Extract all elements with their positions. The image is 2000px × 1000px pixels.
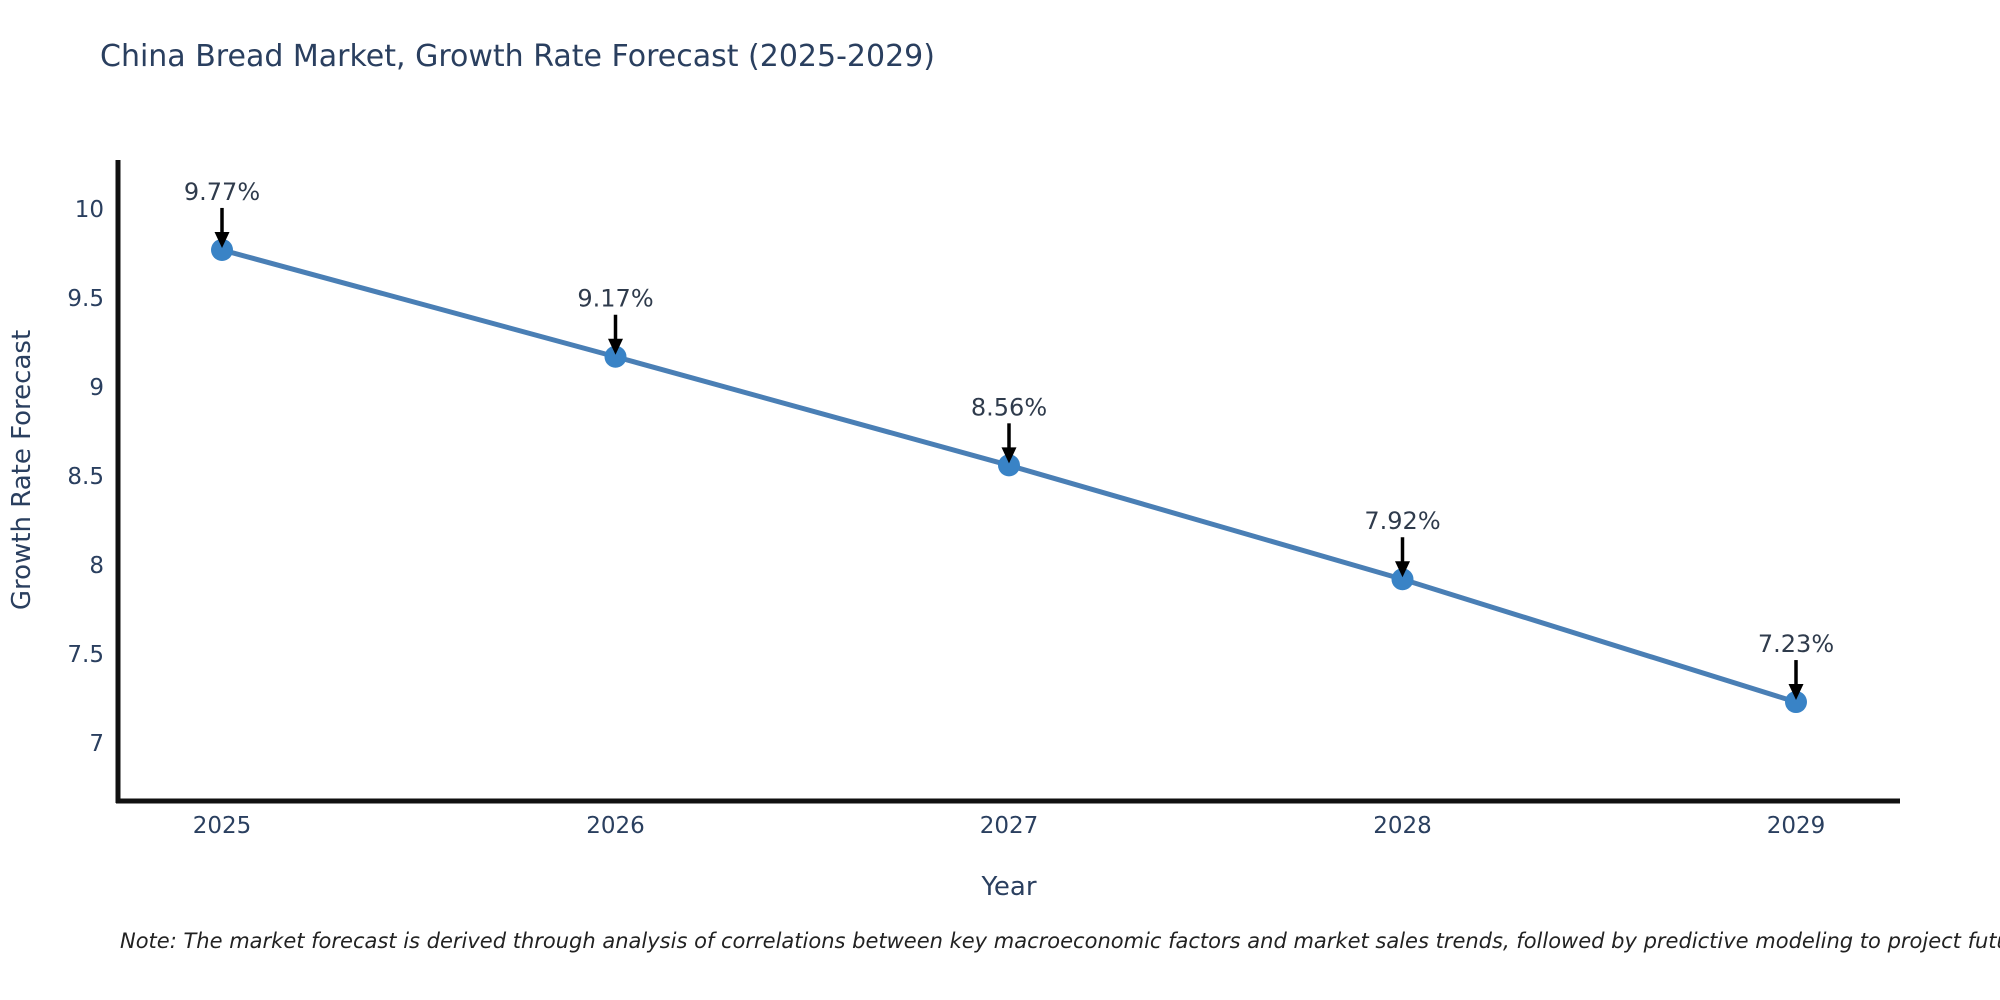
data-point-2029[interactable]	[1785, 691, 1807, 714]
data-point-2026[interactable]	[604, 345, 627, 368]
x-tick-label-2028: 2028	[1373, 813, 1432, 839]
x-tick-label-2027: 2027	[980, 813, 1039, 839]
y-tick-label: 8	[89, 553, 104, 579]
point-value-label-2028: 7.92%	[1364, 507, 1440, 535]
point-value-label-2027: 8.56%	[971, 393, 1047, 421]
x-tick-label-2025: 2025	[193, 813, 252, 839]
data-point-2028[interactable]	[1391, 568, 1414, 591]
data-point-2025[interactable]	[211, 238, 233, 261]
y-tick-label: 7	[89, 731, 104, 757]
y-tick-label: 9.5	[67, 286, 104, 312]
x-axis-title: Year	[980, 872, 1036, 902]
y-tick-label: 9	[89, 375, 104, 401]
annotation-arrow-head-icon	[1788, 684, 1804, 701]
y-tick-label: 7.5	[67, 642, 104, 668]
x-tick-label-2026: 2026	[586, 813, 645, 839]
annotation-arrow-head-icon	[608, 338, 623, 355]
y-tick-label: 8.5	[67, 464, 104, 490]
y-tick-label: 10	[75, 197, 104, 223]
point-value-label-2026: 9.17%	[577, 285, 653, 313]
x-tick-label-2029: 2029	[1767, 813, 1826, 839]
chart-footnote: Note: The market forecast is derived thr…	[120, 929, 2000, 953]
point-value-label-2029: 7.23%	[1758, 630, 1834, 658]
annotation-arrow-head-icon	[1395, 561, 1410, 578]
annotation-arrow-head-icon	[214, 231, 230, 248]
data-point-2027[interactable]	[998, 454, 1020, 477]
annotation-arrow-head-icon	[1001, 447, 1017, 464]
point-value-label-2025: 9.77%	[184, 178, 260, 206]
chart-title: China Bread Market, Growth Rate Forecast…	[100, 39, 935, 74]
y-axis-title: Growth Rate Forecast	[7, 330, 37, 610]
